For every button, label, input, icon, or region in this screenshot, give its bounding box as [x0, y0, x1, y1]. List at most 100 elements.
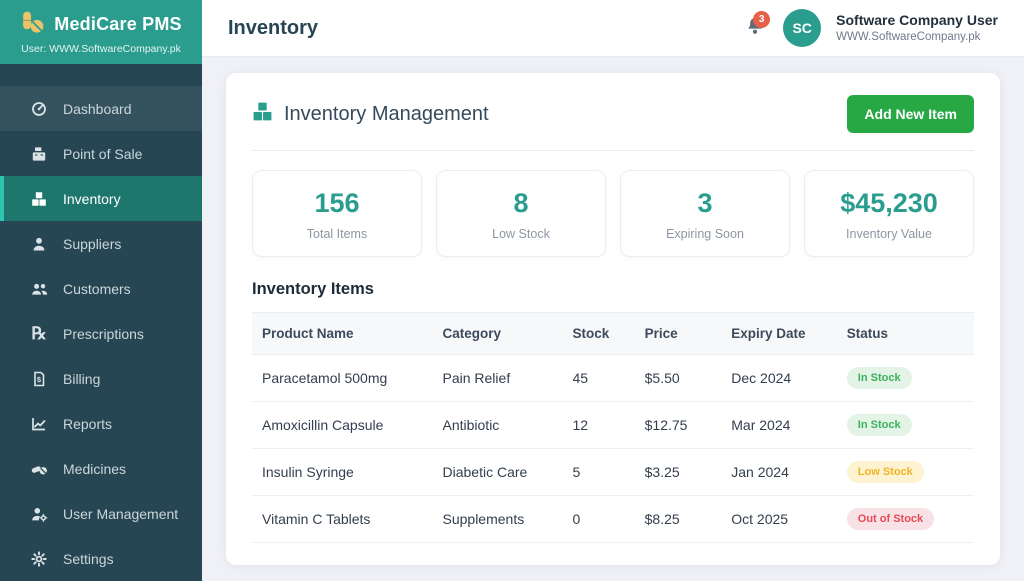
table-title: Inventory Items [252, 280, 374, 298]
pills-icon [20, 10, 45, 40]
col-header-product-name: Product Name [252, 312, 433, 355]
notifications-button[interactable]: 3 [742, 11, 771, 43]
sidebar-item-billing[interactable]: $ Billing [0, 356, 202, 401]
sidebar-item-label: Prescriptions [63, 325, 144, 342]
add-new-item-button[interactable]: Add New Item [847, 95, 974, 133]
cell-product-name: Vitamin C Tablets [252, 495, 433, 543]
stat-label: Expiring Soon [666, 227, 744, 241]
cell-product-name: Paracetamol 500mg [252, 354, 433, 402]
svg-text:$: $ [37, 375, 42, 384]
main-area: Inventory 3 SC Software Company User WWW… [202, 0, 1024, 581]
stat-label: Low Stock [492, 227, 550, 241]
prescription-icon: ℞ [31, 324, 47, 343]
sidebar-item-point-of-sale[interactable]: Point of Sale [0, 131, 202, 176]
sidebar-item-label: Customers [63, 280, 131, 297]
content-area: Inventory Management Add New Item 156 To… [202, 57, 1024, 581]
col-header-stock: Stock [562, 312, 635, 355]
sidebar-item-label: User Management [63, 505, 179, 522]
sidebar-item-customers[interactable]: Customers [0, 266, 202, 311]
top-header: Inventory 3 SC Software Company User WWW… [202, 0, 1024, 57]
cell-stock: 45 [562, 354, 635, 402]
sidebar-item-reports[interactable]: Reports [0, 401, 202, 446]
cell-price: $5.50 [634, 354, 722, 402]
notification-count-badge: 3 [753, 11, 771, 28]
user-name: Software Company User [836, 12, 998, 29]
sidebar-item-prescriptions[interactable]: ℞ Prescriptions [0, 311, 202, 356]
divider [252, 150, 974, 151]
stat-value: $45,230 [840, 188, 938, 218]
page-title: Inventory [228, 16, 319, 39]
status-badge: Low Stock [846, 461, 924, 483]
stats-row: 156 Total Items 8 Low Stock 3 Expiring S… [252, 170, 974, 257]
brand-header: MediCare PMS User: WWW.SoftwareCompany.p… [0, 0, 202, 64]
cell-expiry: Mar 2024 [721, 401, 837, 449]
sidebar-nav: Dashboard Point of Sale Inventory Suppli… [0, 64, 202, 581]
status-badge: Out of Stock [846, 508, 935, 530]
stat-value: 156 [314, 188, 360, 218]
table-row: Paracetamol 500mg Pain Relief 45 $5.50 D… [252, 354, 974, 402]
cell-price: $12.75 [634, 401, 722, 449]
section-title: Inventory Management [284, 102, 489, 125]
user-meta: Software Company User WWW.SoftwareCompan… [836, 12, 998, 44]
sidebar-item-dashboard[interactable]: Dashboard [0, 86, 202, 131]
cell-category: Diabetic Care [432, 448, 563, 496]
capsules-icon [30, 461, 48, 477]
sidebar-item-settings[interactable]: Settings [0, 536, 202, 581]
user-gear-icon [30, 506, 48, 522]
stat-card-inventory-value: $45,230 Inventory Value [804, 170, 974, 257]
cell-stock: 12 [562, 401, 635, 449]
table-row: Insulin Syringe Diabetic Care 5 $3.25 Ja… [252, 448, 974, 496]
col-header-expiry-date: Expiry Date [721, 312, 837, 355]
table-row: Amoxicillin Capsule Antibiotic 12 $12.75… [252, 401, 974, 449]
sidebar-item-label: Medicines [63, 460, 127, 477]
inventory-card: Inventory Management Add New Item 156 To… [226, 73, 1000, 565]
table-header-row: Product Name Category Stock Price Expiry… [252, 312, 974, 355]
cell-stock: 5 [562, 448, 635, 496]
col-header-status: Status [836, 312, 974, 355]
sidebar-item-label: Reports [63, 415, 113, 432]
cell-product-name: Insulin Syringe [252, 448, 433, 496]
sidebar-item-user-management[interactable]: User Management [0, 491, 202, 536]
stat-card-total-items: 156 Total Items [252, 170, 422, 257]
cell-price: $8.25 [634, 495, 722, 543]
cell-product-name: Amoxicillin Capsule [252, 401, 433, 449]
sidebar-item-suppliers[interactable]: Suppliers [0, 221, 202, 266]
stat-label: Total Items [306, 227, 368, 241]
section-header: Inventory Management Add New Item [252, 95, 974, 133]
users-icon [30, 281, 48, 297]
sidebar-item-label: Inventory [63, 190, 121, 207]
cash-register-icon [30, 146, 48, 162]
sidebar-item-medicines[interactable]: Medicines [0, 446, 202, 491]
sidebar-item-label: Point of Sale [63, 145, 143, 162]
cell-stock: 0 [562, 495, 635, 543]
boxes-icon [252, 101, 273, 127]
col-header-price: Price [634, 312, 722, 355]
stat-value: 3 [697, 188, 713, 218]
cell-category: Pain Relief [432, 354, 563, 402]
sidebar-item-label: Settings [63, 550, 114, 567]
brand-subtitle: User: WWW.SoftwareCompany.pk [21, 42, 181, 55]
cell-price: $3.25 [634, 448, 722, 496]
sidebar-item-inventory[interactable]: Inventory [0, 176, 202, 221]
invoice-dollar-icon: $ [30, 371, 48, 387]
stat-card-low-stock: 8 Low Stock [436, 170, 606, 257]
status-badge: In Stock [846, 367, 912, 389]
table-row: Vitamin C Tablets Supplements 0 $8.25 Oc… [252, 495, 974, 543]
cell-expiry: Dec 2024 [721, 354, 837, 402]
chart-line-icon [30, 416, 48, 432]
cell-category: Antibiotic [432, 401, 563, 449]
boxes-icon [30, 191, 48, 207]
cell-category: Supplements [432, 495, 563, 543]
gear-icon [30, 550, 48, 567]
user-subtitle: WWW.SoftwareCompany.pk [836, 30, 981, 43]
stat-card-expiring-soon: 3 Expiring Soon [620, 170, 790, 257]
sidebar-item-label: Billing [63, 370, 101, 387]
sidebar-item-label: Suppliers [63, 235, 122, 252]
avatar[interactable]: SC [783, 9, 822, 47]
sidebar: MediCare PMS User: WWW.SoftwareCompany.p… [0, 0, 202, 581]
cell-expiry: Oct 2025 [721, 495, 837, 543]
brand-title: MediCare PMS [54, 14, 182, 34]
cell-expiry: Jan 2024 [721, 448, 837, 496]
sidebar-item-label: Dashboard [63, 100, 132, 117]
